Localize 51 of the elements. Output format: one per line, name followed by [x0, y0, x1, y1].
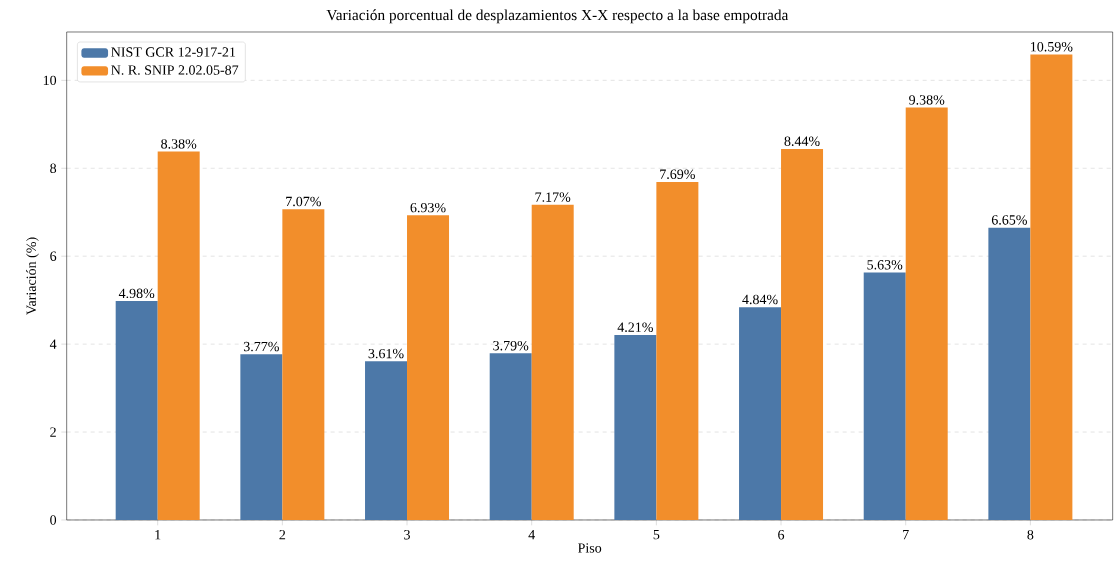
y-tick-label: 8 — [50, 163, 57, 174]
y-tick-label: 2 — [50, 427, 56, 437]
data-label: 6.93% — [410, 202, 446, 213]
data-label: 3.61% — [368, 348, 404, 359]
bar — [739, 307, 782, 520]
x-tick-label: 1 — [155, 530, 161, 540]
data-label: 9.38% — [909, 95, 945, 105]
bar — [489, 353, 532, 520]
data-label: 7.07% — [286, 196, 321, 207]
data-label: 4.84% — [742, 294, 778, 305]
y-tick-label: 10 — [43, 75, 57, 86]
bar — [614, 334, 657, 520]
bar — [365, 361, 408, 520]
y-axis-title: Variación (%) — [26, 237, 39, 315]
y-tick-label: 6 — [50, 251, 57, 261]
bar — [531, 204, 574, 520]
bar — [656, 181, 699, 520]
data-label: 3.79% — [493, 340, 529, 351]
bar — [282, 209, 325, 520]
data-label: 5.63% — [867, 260, 903, 270]
bar — [407, 215, 450, 520]
x-tick-label: 6 — [778, 530, 785, 540]
bar — [115, 301, 158, 520]
legend-label: N. R. SNIP 2.02.05-87 — [111, 65, 239, 75]
bar — [988, 227, 1031, 520]
x-axis-title: Piso — [578, 543, 602, 553]
data-label: 7.17% — [535, 192, 571, 202]
bar — [1030, 54, 1073, 520]
data-label: 8.44% — [784, 136, 820, 146]
bar — [240, 354, 283, 520]
data-label: 4.98% — [118, 288, 155, 299]
bar — [781, 148, 824, 520]
bar — [905, 107, 948, 520]
bar — [157, 151, 200, 520]
data-label: 8.38% — [161, 139, 197, 149]
bar — [863, 272, 906, 520]
y-tick-label: 4 — [49, 339, 57, 349]
data-label: 4.21% — [617, 322, 653, 332]
x-tick-label: 2 — [279, 530, 286, 540]
chart-title: Variación porcentual de desplazamientos X-X respecto a la base empotrada — [326, 9, 789, 24]
data-label: 6.65% — [991, 215, 1027, 225]
x-tick-label: 7 — [903, 530, 909, 540]
x-tick-label: 8 — [1027, 530, 1034, 540]
data-label: 7.69% — [660, 169, 695, 179]
legend-label: NIST GCR 12-917-21 — [111, 47, 236, 57]
data-label: 10.59% — [1031, 41, 1073, 52]
x-tick-label: 5 — [653, 530, 660, 540]
data-label: 3.77% — [243, 341, 279, 352]
y-tick-label: 0 — [50, 515, 57, 525]
x-tick-label: 3 — [404, 530, 410, 540]
x-tick-label: 4 — [528, 530, 535, 540]
